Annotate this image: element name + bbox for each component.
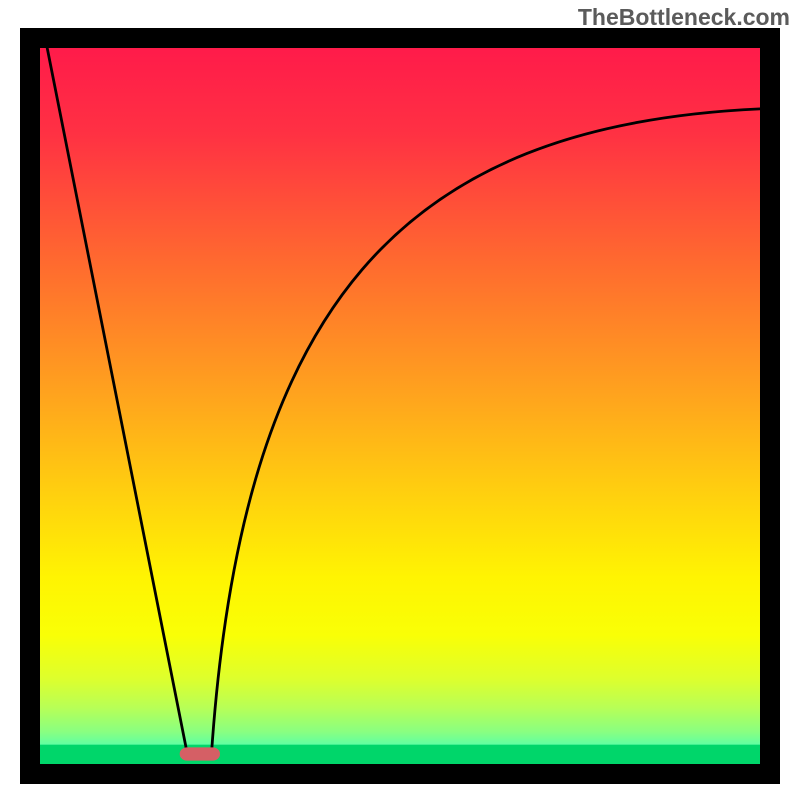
watermark-text: TheBottleneck.com (578, 4, 790, 31)
bottleneck-marker (40, 48, 760, 764)
figure-container: TheBottleneck.com (0, 0, 800, 800)
plot-area (20, 28, 780, 784)
